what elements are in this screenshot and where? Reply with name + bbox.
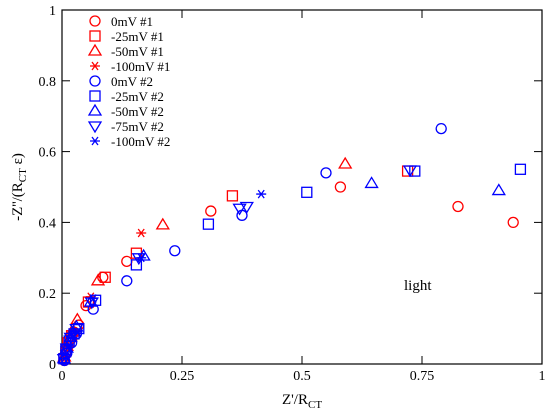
legend-marker — [87, 103, 103, 116]
legend-marker — [90, 61, 100, 71]
y-tick-label: 0 — [49, 358, 56, 373]
x-tick-label: 0 — [59, 369, 66, 384]
legend-marker — [90, 136, 100, 146]
data-point — [205, 205, 217, 217]
data-point — [320, 167, 332, 179]
legend-label: -50mV #1 — [111, 44, 164, 59]
data-point — [59, 343, 74, 356]
data-point — [507, 216, 519, 229]
data-point — [334, 181, 347, 193]
axis-ticks — [61, 9, 543, 365]
y-tick-label: 1 — [49, 4, 56, 19]
data-point — [202, 218, 215, 230]
x-axis-title: Z'/RCT — [282, 392, 322, 411]
y-tick-label: 0.4 — [39, 216, 57, 231]
x-tick-label: 0.5 — [293, 369, 311, 384]
data-point — [136, 228, 147, 238]
data-point — [62, 343, 73, 353]
annotation-light: light — [404, 278, 432, 294]
legend-marker — [89, 30, 101, 42]
data-point — [452, 200, 464, 213]
y-axis-title: -Z''/(RCT ε) — [10, 153, 29, 221]
y-tick-label: 0.6 — [39, 146, 57, 161]
data-point — [67, 333, 78, 342]
data-point — [364, 176, 379, 189]
y-tick-label: 0.8 — [39, 75, 57, 90]
x-tick-label: 0.75 — [410, 369, 435, 384]
x-tick-label: 0.25 — [170, 369, 195, 384]
data-point — [56, 354, 72, 366]
legend-marker — [89, 15, 101, 27]
data-point — [121, 275, 133, 287]
data-point — [87, 303, 99, 315]
data-point — [435, 122, 447, 135]
legend-label: -25mV #1 — [111, 29, 164, 44]
legend-marker — [87, 121, 103, 134]
y-tick-label: 0.2 — [39, 287, 57, 302]
data-point — [56, 351, 72, 364]
axis-tick-labels: 0 0.25 0.5 0.75 1 0 0.2 0.4 0.6 0.8 1 — [39, 4, 546, 384]
data-point — [88, 294, 99, 303]
data-point — [155, 217, 170, 230]
legend-marker — [89, 90, 101, 102]
data-point — [239, 201, 254, 214]
legend-label: -75mV #2 — [111, 119, 164, 134]
legend-label: 0mV #1 — [111, 14, 153, 29]
legend-label: -50mV #2 — [111, 104, 164, 119]
legend-label: -100mV #1 — [111, 59, 170, 74]
data-point — [514, 163, 527, 175]
data-points — [56, 122, 527, 367]
data-point — [136, 253, 147, 263]
data-point — [232, 203, 247, 216]
data-point — [491, 183, 506, 196]
legend-label: -25mV #2 — [111, 89, 164, 104]
legend-label: -100mV #2 — [111, 134, 170, 149]
data-point — [402, 165, 418, 178]
data-point — [59, 340, 74, 353]
data-point — [226, 190, 239, 202]
legend-label: 0mV #2 — [111, 74, 153, 89]
data-point — [169, 245, 181, 257]
data-point — [90, 273, 106, 286]
legend-marker — [87, 43, 103, 56]
data-point — [59, 354, 70, 364]
data-point — [72, 327, 83, 337]
data-point — [301, 186, 313, 198]
data-point — [256, 189, 267, 199]
data-point — [338, 156, 353, 169]
x-tick-label: 1 — [539, 369, 546, 384]
legend-marker — [89, 75, 101, 87]
